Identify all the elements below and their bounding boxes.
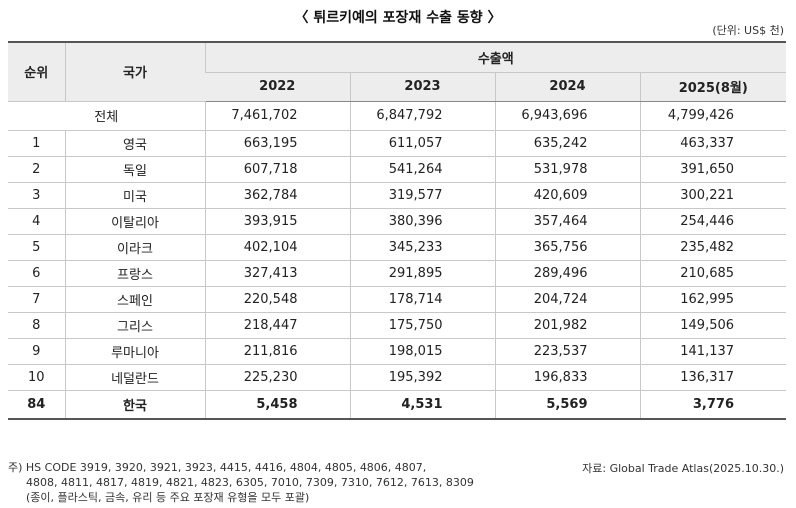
cell-value: 195,392 xyxy=(349,364,495,391)
table-row: 3 미국 362,784 319,577 420,609 300,221 xyxy=(8,182,787,209)
header-year-2022: 2022 xyxy=(205,72,350,102)
footnote-line: 4808, 4811, 4817, 4819, 4821, 4823, 6305… xyxy=(26,476,474,489)
cell-value: 162,995 xyxy=(639,286,787,313)
cell-country: 독일 xyxy=(64,156,205,183)
cell-value: 201,982 xyxy=(494,312,640,339)
table-row: 10 네덜란드 225,230 195,392 196,833 136,317 xyxy=(8,364,787,391)
cell-value: 211,816 xyxy=(204,338,350,365)
cell-value: 393,915 xyxy=(204,208,350,235)
total-label: 전체 xyxy=(8,101,205,131)
cell-rank: 2 xyxy=(8,156,65,183)
cell-country: 그리스 xyxy=(64,312,205,339)
cell-value: 327,413 xyxy=(204,260,350,287)
cell-value: 178,714 xyxy=(349,286,495,313)
cell-value: 3,776 xyxy=(639,390,787,420)
table-row-korea: 84 한국 5,458 4,531 5,569 3,776 xyxy=(8,390,787,420)
header-country: 국가 xyxy=(64,41,205,102)
cell-value: 141,137 xyxy=(639,338,787,365)
cell-value: 365,756 xyxy=(494,234,640,261)
cell-value: 4,531 xyxy=(349,390,495,420)
cell-country: 루마니아 xyxy=(64,338,205,365)
cell-value: 607,718 xyxy=(204,156,350,183)
table-row: 2 독일 607,718 541,264 531,978 391,650 xyxy=(8,156,787,183)
cell-value: 218,447 xyxy=(204,312,350,339)
cell-value: 210,685 xyxy=(639,260,787,287)
cell-rank: 4 xyxy=(8,208,65,235)
header-year-2025: 2025(8월) xyxy=(639,72,787,102)
cell-value: 196,833 xyxy=(494,364,640,391)
cell-value: 198,015 xyxy=(349,338,495,365)
cell-value: 635,242 xyxy=(494,130,640,157)
cell-value: 611,057 xyxy=(349,130,495,157)
cell-value: 663,195 xyxy=(204,130,350,157)
export-table: 순위 국가 수출액 2022 2023 2024 2025(8월) 전체 7,4… xyxy=(8,41,787,420)
cell-rank: 1 xyxy=(8,130,65,157)
cell-value: 6,943,696 xyxy=(494,101,640,131)
header-rank: 순위 xyxy=(8,41,65,102)
cell-country: 이라크 xyxy=(64,234,205,261)
cell-rank: 7 xyxy=(8,286,65,313)
cell-value: 204,724 xyxy=(494,286,640,313)
cell-rank: 84 xyxy=(8,390,65,420)
cell-value: 5,458 xyxy=(204,390,350,420)
cell-country: 영국 xyxy=(64,130,205,157)
cell-value: 220,548 xyxy=(204,286,350,313)
cell-value: 541,264 xyxy=(349,156,495,183)
cell-country: 이탈리아 xyxy=(64,208,205,235)
cell-value: 531,978 xyxy=(494,156,640,183)
table-row-total: 전체 7,461,702 6,847,792 6,943,696 4,799,4… xyxy=(8,101,787,131)
cell-value: 345,233 xyxy=(349,234,495,261)
cell-value: 402,104 xyxy=(204,234,350,261)
cell-country: 한국 xyxy=(64,390,205,420)
cell-value: 420,609 xyxy=(494,182,640,209)
unit-label: (단위: US$ 천) xyxy=(712,24,784,37)
cell-country: 미국 xyxy=(64,182,205,209)
footnote-line: (종이, 플라스틱, 금속, 유리 등 주요 포장재 유형을 모두 포괄) xyxy=(26,491,310,504)
cell-value: 291,895 xyxy=(349,260,495,287)
footnote: 주) HS CODE 3919, 3920, 3921, 3923, 4415,… xyxy=(8,460,474,505)
cell-value: 380,396 xyxy=(349,208,495,235)
cell-country: 스페인 xyxy=(64,286,205,313)
header-year-2023: 2023 xyxy=(349,72,495,102)
cell-value: 136,317 xyxy=(639,364,787,391)
cell-value: 254,446 xyxy=(639,208,787,235)
cell-rank: 3 xyxy=(8,182,65,209)
table-row: 4 이탈리아 393,915 380,396 357,464 254,446 xyxy=(8,208,787,235)
cell-value: 223,537 xyxy=(494,338,640,365)
table-row: 1 영국 663,195 611,057 635,242 463,337 xyxy=(8,130,787,157)
cell-rank: 8 xyxy=(8,312,65,339)
cell-value: 225,230 xyxy=(204,364,350,391)
cell-rank: 6 xyxy=(8,260,65,287)
table-row: 9 루마니아 211,816 198,015 223,537 141,137 xyxy=(8,338,787,365)
table-row: 8 그리스 218,447 175,750 201,982 149,506 xyxy=(8,312,787,339)
table-row: 7 스페인 220,548 178,714 204,724 162,995 xyxy=(8,286,787,313)
cell-rank: 9 xyxy=(8,338,65,365)
header-export-value: 수출액 xyxy=(204,41,787,73)
cell-value: 175,750 xyxy=(349,312,495,339)
cell-value: 6,847,792 xyxy=(349,101,495,131)
cell-value: 5,569 xyxy=(494,390,640,420)
cell-value: 300,221 xyxy=(639,182,787,209)
cell-value: 357,464 xyxy=(494,208,640,235)
cell-rank: 10 xyxy=(8,364,65,391)
cell-country: 네덜란드 xyxy=(64,364,205,391)
cell-value: 319,577 xyxy=(349,182,495,209)
cell-value: 235,482 xyxy=(639,234,787,261)
cell-value: 289,496 xyxy=(494,260,640,287)
header-year-2024: 2024 xyxy=(494,72,640,102)
cell-rank: 5 xyxy=(8,234,65,261)
cell-value: 362,784 xyxy=(204,182,350,209)
cell-country: 프랑스 xyxy=(64,260,205,287)
footnote-line: 주) HS CODE 3919, 3920, 3921, 3923, 4415,… xyxy=(8,461,427,474)
source-label: 자료: Global Trade Atlas(2025.10.30.) xyxy=(582,462,784,475)
cell-value: 463,337 xyxy=(639,130,787,157)
table-row: 6 프랑스 327,413 291,895 289,496 210,685 xyxy=(8,260,787,287)
cell-value: 149,506 xyxy=(639,312,787,339)
page-title: 〈 튀르키예의 포장재 수출 동향 〉 xyxy=(294,10,502,26)
cell-value: 391,650 xyxy=(639,156,787,183)
table-row: 5 이라크 402,104 345,233 365,756 235,482 xyxy=(8,234,787,261)
cell-value: 7,461,702 xyxy=(204,101,350,131)
cell-value: 4,799,426 xyxy=(639,101,787,131)
